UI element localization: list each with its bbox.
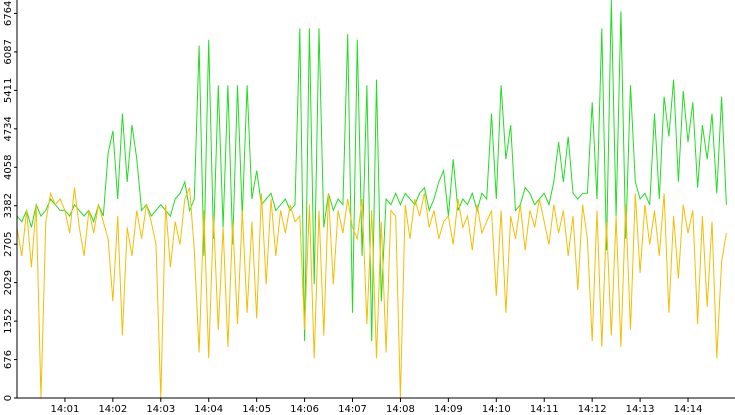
x-tick-label: 14:03 [146,404,175,415]
x-tick-label: 14:13 [626,404,655,415]
x-tick-label: 14:05 [242,404,271,415]
x-tick-label: 14:06 [290,404,319,415]
y-tick-label: 6087 [3,39,14,64]
x-tick-label: 14:04 [194,404,223,415]
y-tick-label: 4734 [3,116,14,141]
y-tick-label: 3382 [3,193,14,218]
y-tick-label: 676 [3,350,14,369]
y-tick-label: 0 [3,395,14,401]
series-line [16,187,727,399]
y-tick-label: 5411 [3,78,14,103]
x-tick-label: 14:08 [386,404,415,415]
y-tick-label: 4058 [3,155,14,180]
y-tick-label: 2029 [3,270,14,295]
x-tick-label: 14:14 [674,404,703,415]
y-tick-label: 1352 [3,308,14,333]
x-tick-label: 14:12 [578,404,607,415]
x-tick-label: 14:07 [338,404,367,415]
x-tick-label: 14:09 [434,404,463,415]
x-tick-label: 14:10 [482,404,511,415]
series-line [16,0,727,342]
x-tick-label: 14:11 [530,404,559,415]
y-tick-label: 6764 [3,1,14,26]
x-tick-label: 14:02 [98,404,127,415]
y-tick-label: 2705 [3,231,14,256]
x-tick-label: 14:01 [51,404,80,415]
